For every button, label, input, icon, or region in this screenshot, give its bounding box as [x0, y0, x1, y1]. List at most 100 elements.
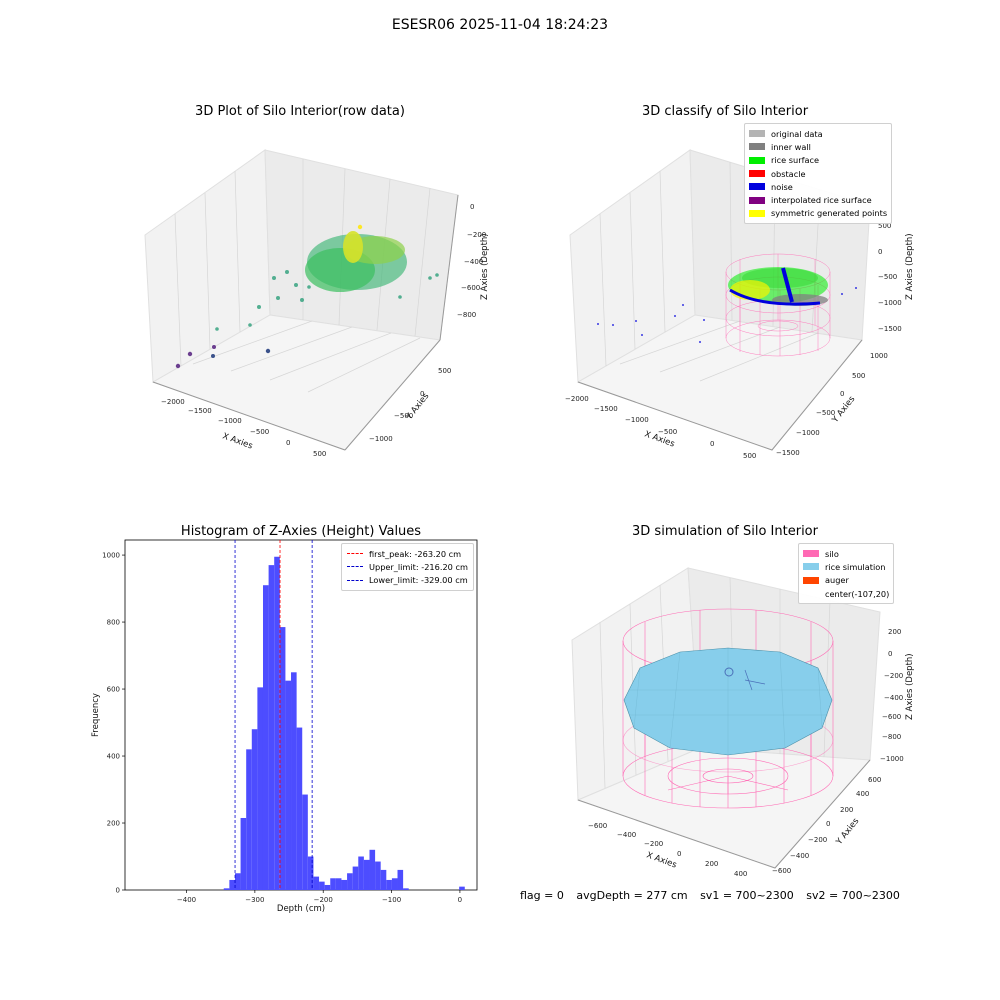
simulation-ytick: −600	[772, 867, 791, 875]
histogram-bar	[296, 727, 303, 890]
legend-swatch	[803, 550, 819, 558]
legend-swatch	[803, 563, 819, 571]
y-tick-label: 1000	[102, 552, 120, 560]
histogram-bar	[257, 687, 263, 890]
histogram-bar	[234, 873, 241, 890]
simulation-ztick: −600	[882, 713, 901, 721]
raw-3d-plot[interactable]: −2000 −1500 −1000 −500 0 500 X Axies 500…	[130, 130, 500, 460]
histogram-bar	[363, 859, 370, 890]
classify-zlabel: Z Axies (Depth)	[905, 233, 915, 300]
simulation-ytick: 400	[856, 790, 869, 798]
raw-ylabel: Y Axies	[404, 391, 432, 423]
simulation-legend: silo rice simulation auger center(-107,2…	[798, 543, 895, 605]
simulation-ztick: −800	[882, 733, 901, 741]
legend-entry: Lower_limit: -329.00 cm	[347, 574, 468, 587]
histogram-title: Histogram of Z-Axies (Height) Values	[180, 524, 422, 539]
y-tick-label: 0	[116, 887, 120, 895]
legend-line	[347, 579, 363, 581]
classify-legend: original data inner wall rice surface ob…	[744, 123, 893, 225]
histogram-bar	[313, 876, 320, 890]
histogram-bar	[307, 856, 314, 890]
raw-xtick: 0	[286, 439, 290, 447]
histogram-bar	[403, 888, 409, 890]
legend-swatch	[749, 156, 765, 164]
histogram-bar	[268, 565, 275, 890]
y-tick-label: 400	[107, 753, 120, 761]
legend-entry: inner wall	[749, 140, 887, 153]
legend-entry: silo	[803, 547, 889, 560]
classify-xtick: −1500	[594, 405, 618, 413]
histogram-bar	[347, 873, 353, 890]
classify-ztick: −1000	[878, 299, 902, 307]
histogram-bar	[291, 672, 297, 890]
simulation-ytick: −400	[790, 852, 809, 860]
classify-ytick: 500	[852, 372, 865, 380]
histogram-chart[interactable]: −400 −300 −200 −100 0 0 200 400 600 800 1000 Dept…	[80, 530, 490, 925]
histogram-bar	[262, 585, 269, 890]
classify-ztick: −1500	[878, 325, 902, 333]
legend-swatch	[749, 196, 765, 204]
histogram-bar	[274, 556, 280, 890]
x-tick-label: −400	[177, 896, 196, 904]
y-tick-label: 800	[107, 619, 120, 627]
histogram-bar	[285, 680, 292, 890]
legend-swatch	[749, 183, 765, 191]
classify-ytick: −500	[816, 409, 835, 417]
histogram-bar	[335, 878, 342, 890]
histogram-bar	[302, 794, 308, 890]
sv1-text: sv1 = 700~2300	[700, 889, 794, 902]
classify-xtick: −1000	[625, 416, 649, 424]
legend-line	[347, 566, 363, 568]
y-tick-label: 600	[107, 686, 120, 694]
legend-entry: original data	[749, 127, 887, 140]
simulation-ytick: 200	[840, 806, 853, 814]
legend-swatch	[749, 143, 765, 151]
legend-line	[347, 553, 363, 555]
legend-swatch	[803, 576, 819, 584]
legend-entry: noise	[749, 180, 887, 193]
simulation-zlabel: Z Axies (Depth)	[905, 653, 915, 720]
raw-ytick: 0	[420, 390, 424, 398]
legend-swatch	[749, 209, 765, 217]
classify-ztick: 0	[878, 248, 882, 256]
histogram-bar	[240, 817, 247, 890]
histogram-bar	[391, 878, 398, 890]
legend-swatch	[749, 130, 765, 138]
classify-xtick: −500	[658, 428, 677, 436]
classify-xtick: 500	[743, 452, 756, 460]
simulation-xtick: 200	[705, 860, 718, 868]
classify-ytick: 1000	[870, 352, 888, 360]
simulation-xtick: −400	[617, 831, 636, 839]
raw-ytick: −1000	[369, 435, 393, 443]
histogram-bar	[375, 861, 381, 890]
histogram-bar	[319, 881, 325, 890]
classify-ztick: 500	[878, 222, 891, 230]
raw-ztick: −600	[461, 284, 480, 292]
classify-xtick: −2000	[565, 395, 589, 403]
simulation-ztick: 200	[888, 628, 901, 636]
histogram-xlabel: Depth (cm)	[277, 904, 325, 914]
simulation-xtick: −600	[588, 822, 607, 830]
raw-xtick: 500	[313, 450, 326, 458]
y-tick-label: 200	[107, 820, 120, 828]
histogram-legend: first_peak: -263.20 cm Upper_limit: -216…	[341, 543, 474, 591]
x-tick-label: −100	[382, 896, 401, 904]
raw-zlabel: Z Axies (Depth)	[480, 233, 490, 300]
legend-entry: symmetric generated points	[749, 207, 887, 220]
x-tick-label: 0	[458, 896, 462, 904]
classify-plot-title: 3D classify of Silo Interior	[641, 104, 809, 119]
classify-xtick: 0	[710, 440, 714, 448]
raw-ztick: −200	[467, 231, 486, 239]
simulation-3d-plot[interactable]: −600 −400 −200 0 200 400 X Axies 600 400…	[560, 560, 930, 885]
histogram-bar	[223, 888, 230, 890]
histogram-bar	[358, 856, 364, 890]
simulation-ztick: −200	[884, 672, 903, 680]
sv2-text: sv2 = 700~2300	[806, 889, 900, 902]
simulation-xtick: 0	[677, 850, 681, 858]
flag-text: flag = 0	[520, 889, 564, 902]
simulation-xlabel: X Axies	[645, 850, 678, 870]
histogram-bar	[459, 886, 465, 890]
simulation-xtick: 400	[734, 870, 747, 878]
raw-ztick: −800	[457, 311, 476, 319]
simulation-ytick: 0	[826, 820, 830, 828]
